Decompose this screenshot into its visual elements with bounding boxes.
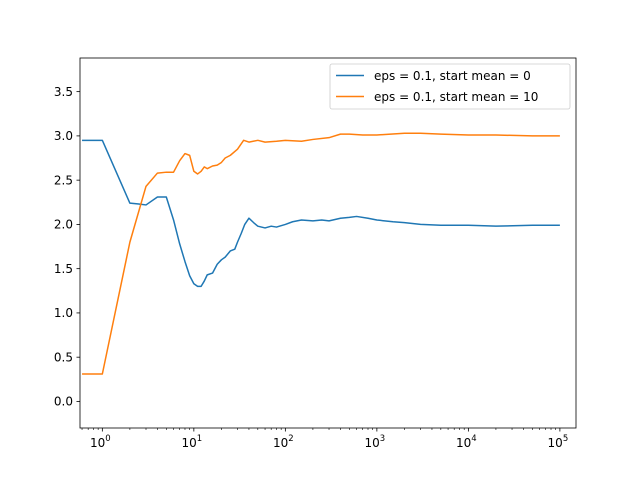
legend: eps = 0.1, start mean = 0 eps = 0.1, star…: [329, 63, 571, 110]
y-tick-label-7: 3.5: [54, 85, 73, 99]
legend-label-1: eps = 0.1, start mean = 10: [374, 90, 538, 104]
x-tick-label-2: 102: [273, 434, 294, 450]
y-tick-label-2: 1.0: [54, 306, 73, 320]
plot-area: [82, 132, 560, 375]
axes-frame: [79, 57, 577, 429]
y-tick-label-4: 2.0: [54, 218, 73, 232]
series-line-0: [82, 139, 560, 288]
y-tick-label-0: 0.0: [54, 395, 73, 409]
x-tick-label-3: 103: [365, 434, 386, 450]
x-tick-label-0: 100: [90, 434, 111, 450]
axes: 0.0 0.5 1.0 1.5 2.0 2.5 3.0 3.5 100 101 102 103 104 1…: [54, 57, 577, 450]
y-tick-label-6: 3.0: [54, 129, 73, 143]
legend-box: [329, 63, 571, 110]
x-tick-label-4: 104: [456, 434, 477, 450]
y-tick-label-3: 1.5: [54, 262, 73, 276]
x-tick-label-5: 105: [548, 434, 569, 450]
legend-label-0: eps = 0.1, start mean = 0: [374, 69, 531, 83]
x-tick-label-1: 101: [181, 434, 202, 450]
series-line-1: [82, 132, 560, 375]
y-tick-label-5: 2.5: [54, 173, 73, 187]
y-tick-label-1: 0.5: [54, 350, 73, 364]
